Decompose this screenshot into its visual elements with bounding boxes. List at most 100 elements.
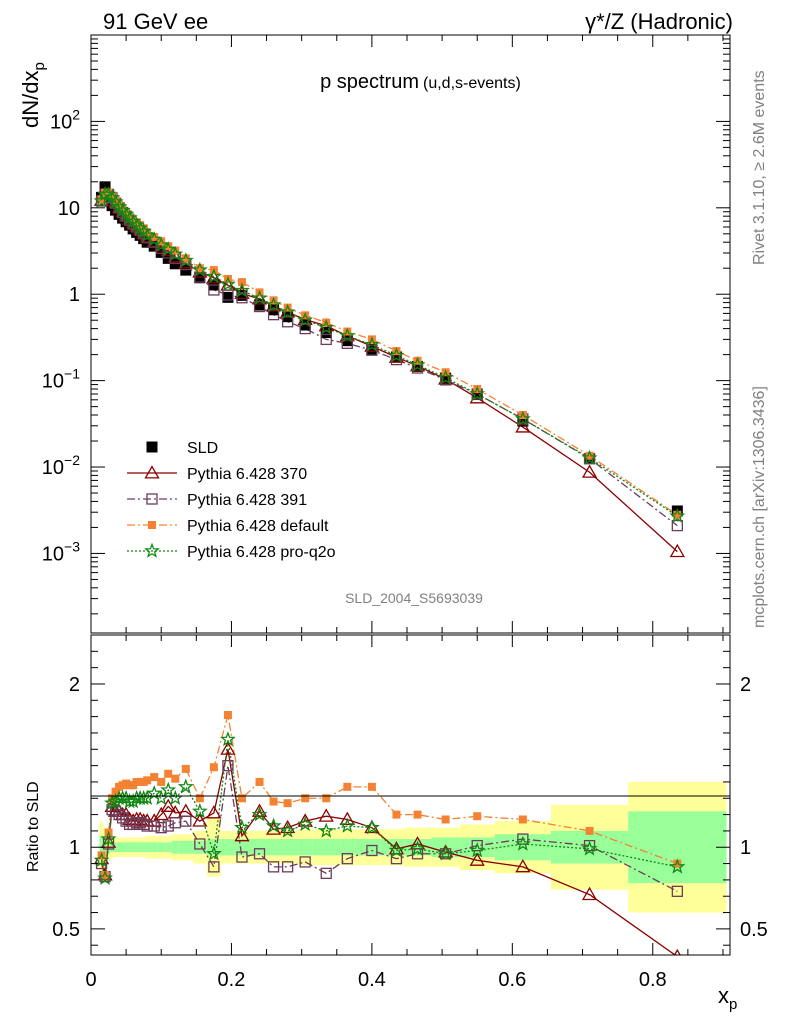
default-ratio-point-15 [157, 777, 166, 786]
default-ratio-point-20 [209, 763, 218, 772]
y-axis-label: dN/dxp [18, 62, 48, 128]
x-axis-label-sub: p [729, 996, 737, 1013]
proq2o-ratio-point-21 [219, 731, 236, 747]
proq2o-point-31 [409, 356, 426, 372]
band-inner-31 [403, 839, 432, 856]
band-inner-13 [145, 842, 151, 853]
proq2o-point-25 [279, 303, 296, 319]
sld-point-21 [222, 291, 234, 303]
proq2o-point-5 [111, 198, 128, 214]
ratio-line-p391 [100, 765, 678, 892]
default-ratio-point-29 [367, 782, 376, 791]
legend-label-p391: Pythia 6.428 391 [187, 492, 307, 509]
ratio-y-axis-label: Ratio to SLD [25, 781, 42, 872]
p370-ratio-point-35 [581, 886, 598, 901]
default-point-15 [157, 237, 166, 246]
y-tick-label--2: 10−2 [42, 452, 80, 479]
chart-title: p spectrum [320, 71, 419, 93]
band-inner-29 [354, 839, 390, 856]
p370-ratio-point-19 [192, 813, 208, 827]
default-ratio-point-19 [195, 794, 204, 803]
sld-point-31 [412, 360, 424, 372]
ratio-tick-label-right-1: 1 [740, 837, 751, 859]
p391-ratio-point-24 [267, 861, 280, 873]
y-axis-label-sub: p [31, 62, 48, 70]
proq2o-ratio-point-0 [93, 851, 110, 868]
p391-ratio-point-18 [180, 815, 192, 827]
sld-point-23 [254, 299, 266, 311]
y-tick-label--1: 10−1 [42, 366, 80, 393]
legend-marker-p391 [146, 493, 158, 505]
p370-ratio-point-21 [220, 741, 236, 755]
proq2o-ratio-point-34 [514, 835, 531, 851]
p391-ratio-point-28 [341, 853, 353, 865]
p370-ratio-point-34 [515, 859, 531, 873]
default-point-17 [171, 246, 180, 255]
default-point-22 [237, 278, 246, 287]
proq2o-point-22 [234, 282, 250, 298]
default-point-25 [283, 303, 292, 312]
p391-ratio-point-29 [366, 844, 378, 857]
x-tick-label-4: 0.8 [639, 969, 667, 991]
band-inner-25 [277, 839, 299, 856]
sld-point-22 [236, 289, 248, 301]
default-ratio-point-31 [413, 810, 422, 819]
proq2o-point-34 [514, 410, 531, 426]
legend-marker-default [148, 521, 156, 529]
ratio-tick-label-left-2: 2 [69, 674, 80, 696]
default-point-31 [413, 356, 422, 365]
p391-point-36 [671, 519, 683, 532]
band-inner-23 [248, 839, 271, 856]
p391-ratio-point-20 [208, 861, 220, 873]
main-panel-markers [93, 181, 686, 558]
proq2o-point-29 [363, 336, 380, 352]
rivet-label: Rivet 3.1.10, ≥ 2.6M events [751, 70, 768, 265]
p391-ratio-point-31 [411, 848, 424, 860]
p370-ratio-point-28 [339, 811, 355, 826]
y-tick-label-2: 102 [50, 106, 80, 133]
sld-point-19 [194, 272, 206, 284]
band-inner-8 [127, 842, 132, 853]
p391-ratio-point-33 [471, 839, 483, 852]
proq2o-point-36 [669, 507, 686, 523]
proq2o-ratio-point-33 [469, 842, 486, 858]
p370-ratio-point-22 [234, 828, 250, 842]
proq2o-point-28 [339, 327, 356, 343]
p370-ratio-point-33 [469, 852, 485, 866]
default-point-35 [585, 451, 594, 460]
band-inner-35 [550, 830, 629, 864]
sld-point-30 [390, 351, 402, 363]
proq2o-ratio-point-36 [669, 858, 686, 874]
x-tick-label-1: 0.2 [218, 969, 246, 991]
x-tick-label-3: 0.6 [498, 969, 526, 991]
p391-point-21 [222, 289, 234, 301]
ratio-panel-markers [93, 711, 686, 955]
proq2o-ratio-point-26 [297, 816, 314, 832]
x-axis-label-main: x [718, 983, 729, 1008]
band-inner-33 [459, 837, 495, 858]
proq2o-point-6 [114, 202, 131, 218]
proq2o-point-24 [265, 296, 282, 312]
proq2o-point-30 [388, 347, 405, 363]
default-point-36 [673, 510, 682, 519]
p391-ratio-point-2 [102, 838, 115, 850]
proq2o-ratio-point-27 [318, 822, 335, 838]
proq2o-ratio-point-18 [177, 778, 194, 794]
sld-point-15 [155, 246, 167, 258]
band-inner-22 [234, 839, 249, 856]
default-ratio-point-14 [150, 773, 159, 782]
default-point-14 [150, 232, 159, 241]
default-ratio-point-1 [101, 871, 110, 879]
band-inner-21 [220, 839, 235, 856]
x-axis-label: xp [718, 983, 737, 1013]
p391-ratio-point-11 [134, 817, 146, 829]
default-ratio-point-21 [223, 711, 232, 719]
default-ratio-point-17 [171, 774, 180, 783]
p370-ratio-point-36 [673, 948, 681, 955]
proq2o-point-33 [469, 385, 486, 401]
p391-point-29 [366, 344, 378, 356]
proq2o-ratio-point-24 [265, 817, 282, 833]
proq2o-point-17 [167, 245, 184, 262]
default-point-16 [164, 242, 173, 251]
p391-ratio-point-23 [253, 848, 266, 860]
